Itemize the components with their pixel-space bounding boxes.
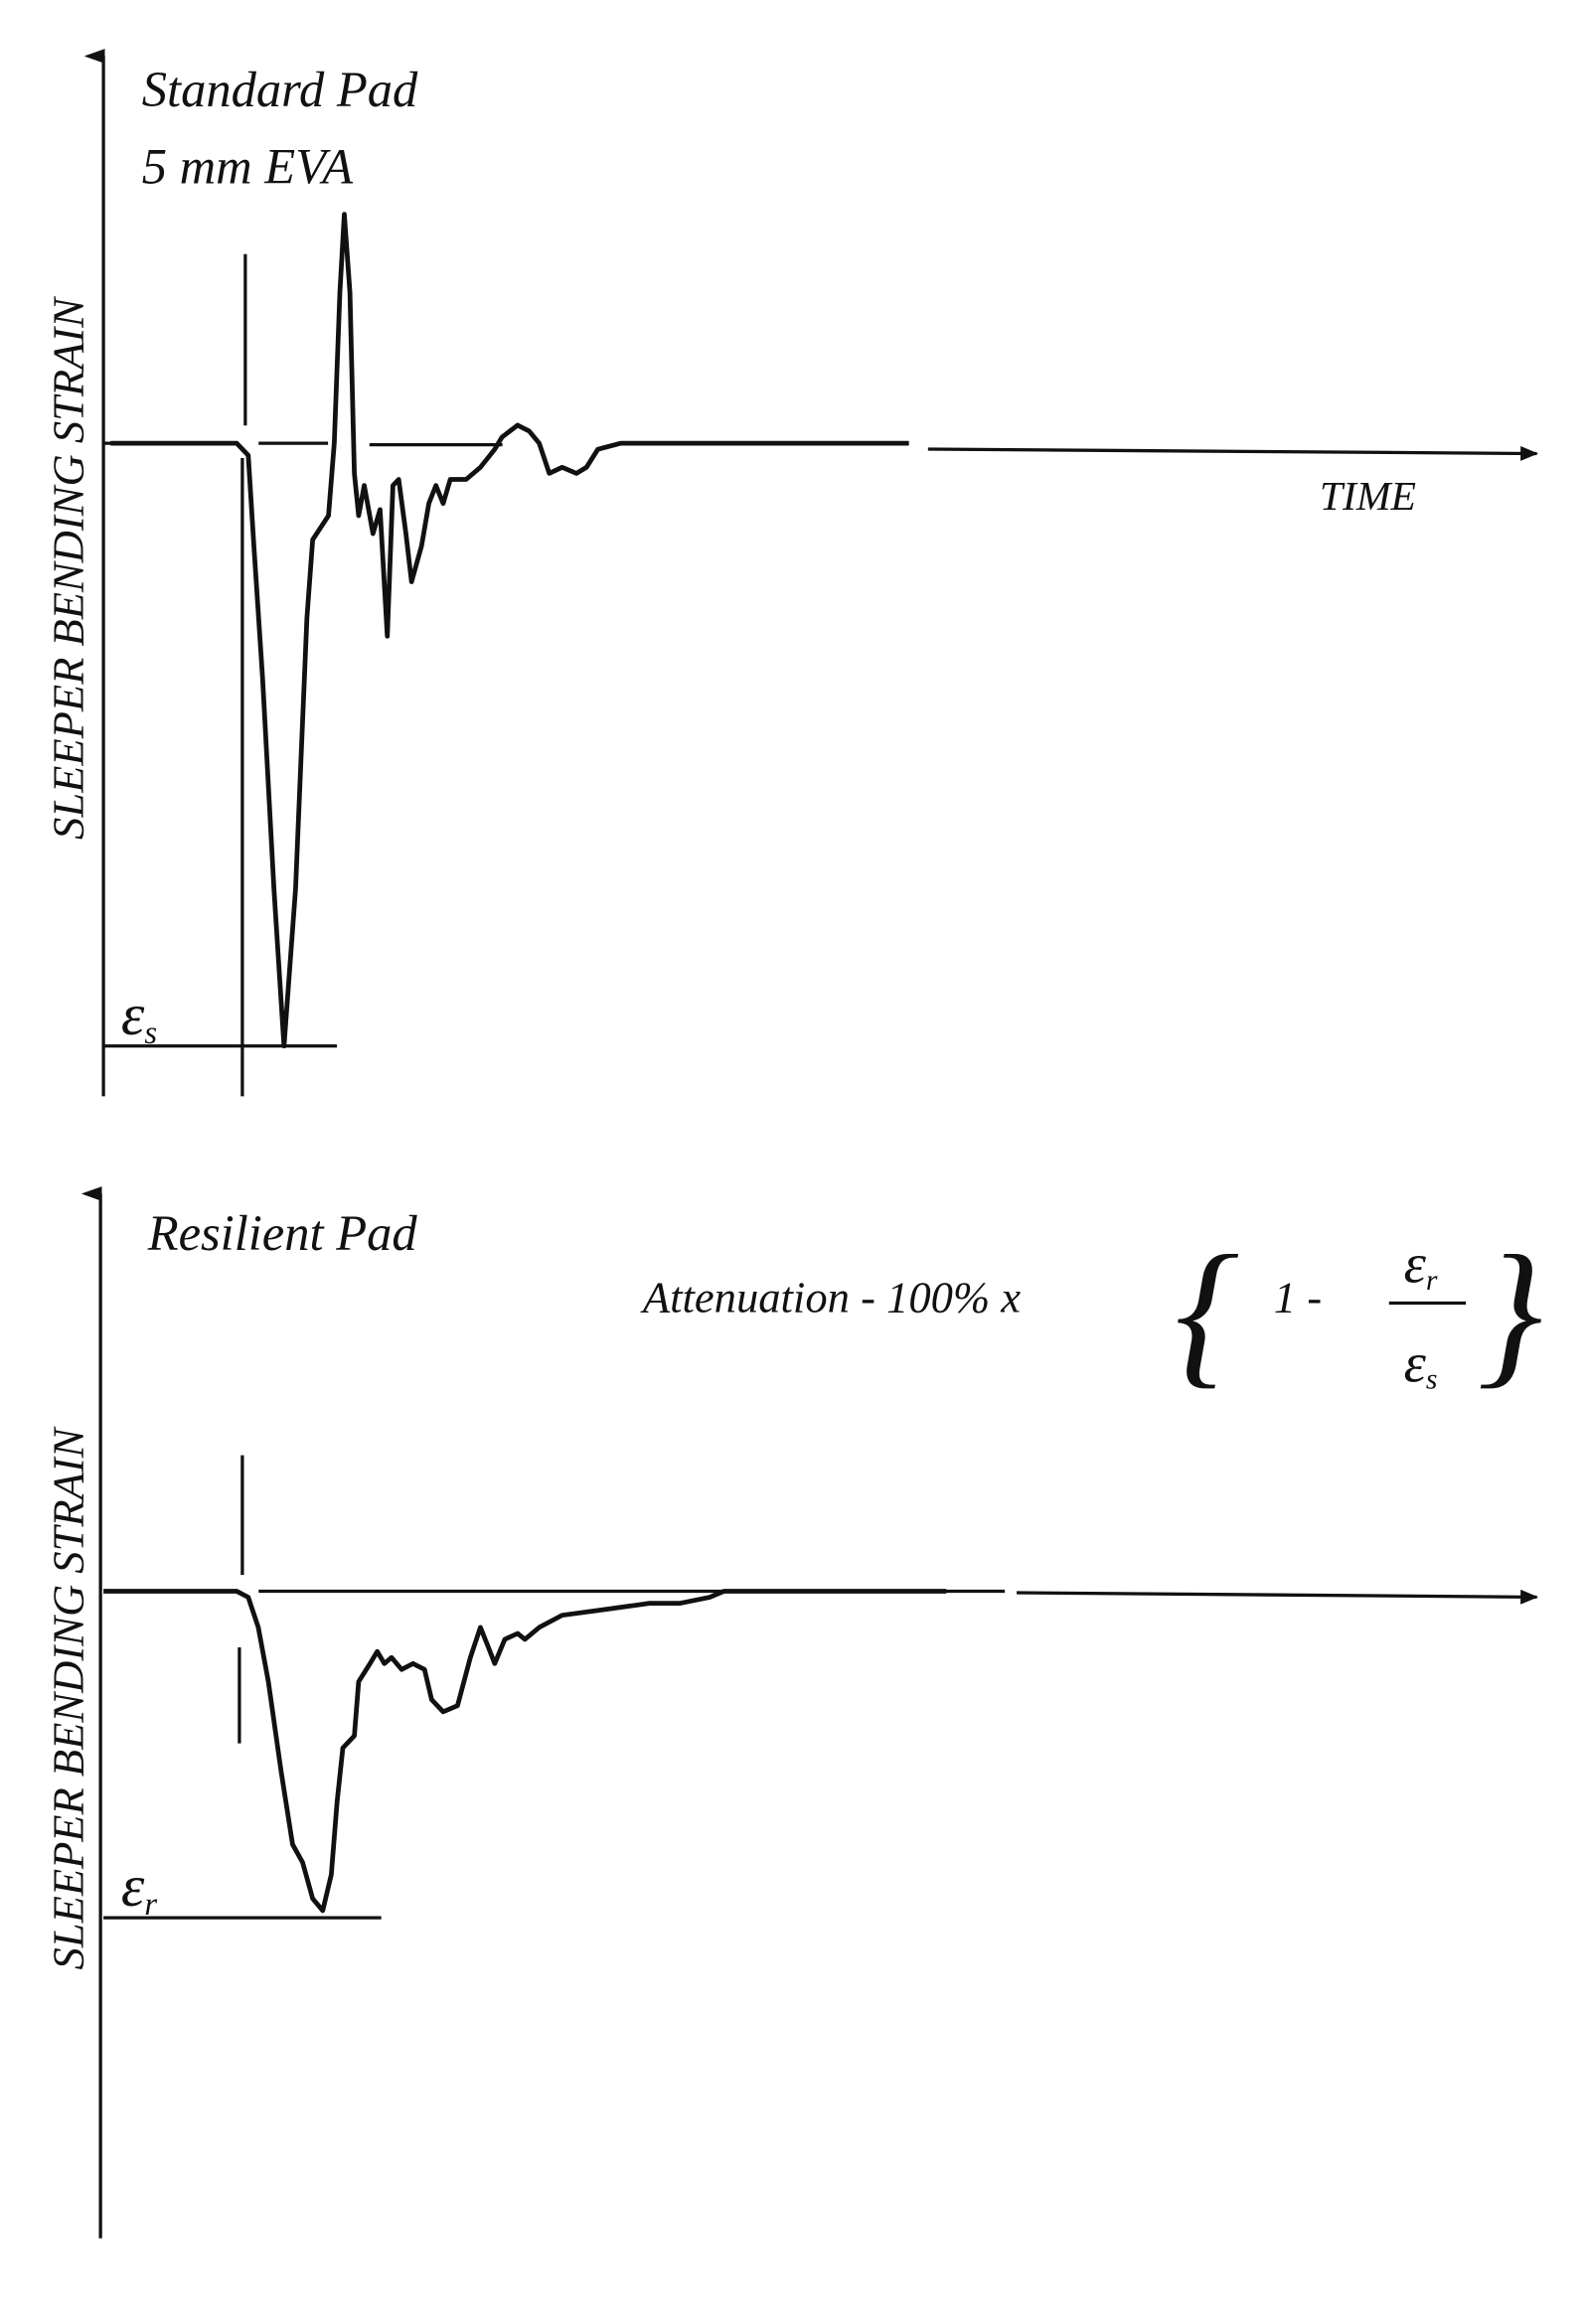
strain-curve-standard-pad bbox=[110, 212, 909, 1049]
y-axis-label: SLEEPER BENDING STRAIN bbox=[43, 1426, 92, 1969]
resilient-pad-chart: Resilient Pad SLEEPER BENDING STRAIN εr … bbox=[43, 1186, 1543, 2239]
peak-strain-label: εr bbox=[121, 1853, 157, 1923]
chart-title: Standard Pad bbox=[142, 62, 418, 117]
standard-pad-chart: Standard Pad 5 mm EVA TIME SLEEPER BENDI… bbox=[43, 49, 1538, 1097]
peak-strain-label: εs bbox=[121, 982, 157, 1051]
formula-denominator: εs bbox=[1404, 1332, 1438, 1395]
chart-subtitle: 5 mm EVA bbox=[142, 138, 355, 194]
x-axis bbox=[1017, 1589, 1538, 1605]
chart-title: Resilient Pad bbox=[147, 1205, 418, 1261]
strain-curve-resilient-pad bbox=[103, 1589, 947, 1914]
x-axis-label: TIME bbox=[1320, 474, 1416, 520]
formula-one-minus: 1 - bbox=[1274, 1272, 1322, 1321]
right-brace: } bbox=[1478, 1222, 1542, 1402]
attenuation-formula: Attenuation - 100% x { 1 - εr εs } bbox=[640, 1222, 1543, 1402]
x-axis bbox=[927, 445, 1538, 461]
formula-numerator: εr bbox=[1404, 1234, 1438, 1297]
left-brace: { bbox=[1175, 1222, 1239, 1402]
y-axis-label: SLEEPER BENDING STRAIN bbox=[43, 296, 92, 840]
formula-prefix: Attenuation - 100% x bbox=[640, 1272, 1021, 1321]
